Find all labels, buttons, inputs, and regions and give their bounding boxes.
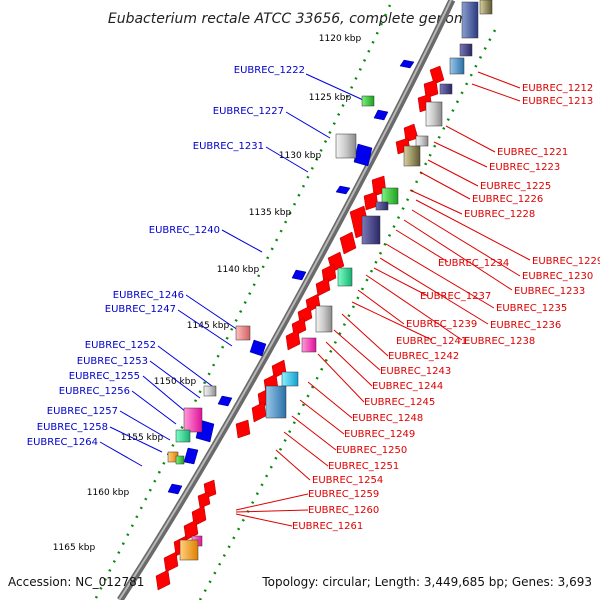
gene-label-forward[interactable]: EUBREC_1255 xyxy=(69,371,140,382)
gene-label-reverse[interactable]: EUBREC_1226 xyxy=(472,194,543,205)
outer-tick-ring xyxy=(93,4,392,600)
gene-label-forward[interactable]: EUBREC_1247 xyxy=(105,304,176,315)
gene-label-reverse[interactable]: EUBREC_1259 xyxy=(308,489,379,500)
gene-label-reverse[interactable]: EUBREC_1254 xyxy=(312,475,383,486)
gene-label-forward[interactable]: EUBREC_1257 xyxy=(47,406,118,417)
inner-tick-ring xyxy=(198,29,497,600)
gene-label-reverse[interactable]: EUBREC_1237 xyxy=(420,291,491,302)
gene-label-forward[interactable]: EUBREC_1240 xyxy=(149,225,220,236)
left-leaders xyxy=(99,73,373,467)
kbp-tick-label: 1140 kbp xyxy=(217,265,260,275)
gene-label-reverse[interactable]: EUBREC_1251 xyxy=(328,461,399,472)
gene-label-reverse[interactable]: EUBREC_1241 xyxy=(396,336,467,347)
gene-label-reverse[interactable]: EUBREC_1233 xyxy=(514,286,585,297)
kbp-tick-label: 1145 kbp xyxy=(187,321,230,331)
map-title: Eubacterium rectale ATCC 33656, complete… xyxy=(108,11,476,27)
genome-backbone-highlight xyxy=(118,0,452,600)
gene-label-reverse[interactable]: EUBREC_1230 xyxy=(522,271,593,282)
gene-label-forward[interactable]: EUBREC_1264 xyxy=(27,437,98,448)
gene-label-reverse[interactable]: EUBREC_1221 xyxy=(497,147,568,158)
gene-label-forward[interactable]: EUBREC_1258 xyxy=(37,422,108,433)
gene-label-reverse[interactable]: EUBREC_1239 xyxy=(406,319,477,330)
kbp-scale: 1120 kbp 1125 kbp 1130 kbp 1135 kbp 1140… xyxy=(53,34,362,553)
reverse-gene-labels: EUBREC_1212 EUBREC_1213 EUBREC_1221 EUBR… xyxy=(292,83,600,532)
right-leaders xyxy=(235,71,531,527)
kbp-tick-label: 1130 kbp xyxy=(279,151,322,161)
gene-label-reverse[interactable]: EUBREC_1261 xyxy=(292,521,363,532)
gene-label-reverse[interactable]: EUBREC_1248 xyxy=(352,413,423,424)
gene-label-reverse[interactable]: EUBREC_1212 xyxy=(522,83,593,94)
kbp-tick-label: 1125 kbp xyxy=(309,93,352,103)
kbp-tick-label: 1150 kbp xyxy=(154,377,197,387)
gene-label-reverse[interactable]: EUBREC_1244 xyxy=(372,381,443,392)
gene-label-forward[interactable]: EUBREC_1256 xyxy=(59,386,130,397)
gene-label-reverse[interactable]: EUBREC_1213 xyxy=(522,96,593,107)
gene-label-reverse[interactable]: EUBREC_1238 xyxy=(464,336,535,347)
gene-label-reverse[interactable]: EUBREC_1243 xyxy=(380,366,451,377)
gene-label-forward[interactable]: EUBREC_1253 xyxy=(77,356,148,367)
gene-label-reverse[interactable]: EUBREC_1249 xyxy=(344,429,415,440)
kbp-tick-label: 1135 kbp xyxy=(249,208,292,218)
gene-label-reverse[interactable]: EUBREC_1228 xyxy=(464,209,535,220)
gene-label-reverse[interactable]: EUBREC_1245 xyxy=(364,397,435,408)
kbp-tick-label: 1155 kbp xyxy=(121,433,164,443)
kbp-tick-label: 1165 kbp xyxy=(53,543,96,553)
gene-label-forward[interactable]: EUBREC_1231 xyxy=(193,141,264,152)
gene-label-reverse[interactable]: EUBREC_1225 xyxy=(480,181,551,192)
gene-label-reverse[interactable]: EUBREC_1242 xyxy=(388,351,459,362)
kbp-tick-label: 1160 kbp xyxy=(87,488,130,498)
gene-label-reverse[interactable]: EUBREC_1236 xyxy=(490,320,561,331)
gene-label-reverse[interactable]: EUBREC_1223 xyxy=(489,162,560,173)
kbp-tick-label: 1120 kbp xyxy=(319,34,362,44)
gene-label-forward[interactable]: EUBREC_1246 xyxy=(113,290,184,301)
gene-label-forward[interactable]: EUBREC_1252 xyxy=(85,340,156,351)
accession-text: Accession: NC_012781 xyxy=(8,575,144,589)
gene-label-forward[interactable]: EUBREC_1222 xyxy=(234,65,305,76)
gene-label-forward[interactable]: EUBREC_1227 xyxy=(213,106,284,117)
forward-gene-labels: EUBREC_1222 EUBREC_1227 EUBREC_1231 EUBR… xyxy=(27,65,305,448)
feature-blocks xyxy=(167,0,493,561)
gene-label-reverse[interactable]: EUBREC_1260 xyxy=(308,505,379,516)
genome-summary-text: Topology: circular; Length: 3,449,685 bp… xyxy=(261,575,592,589)
gene-label-reverse[interactable]: EUBREC_1250 xyxy=(336,445,407,456)
gene-label-reverse[interactable]: EUBREC_1234 xyxy=(438,258,509,269)
gene-label-reverse[interactable]: EUBREC_1235 xyxy=(496,303,567,314)
gene-label-reverse[interactable]: EUBREC_1229 xyxy=(532,256,600,267)
